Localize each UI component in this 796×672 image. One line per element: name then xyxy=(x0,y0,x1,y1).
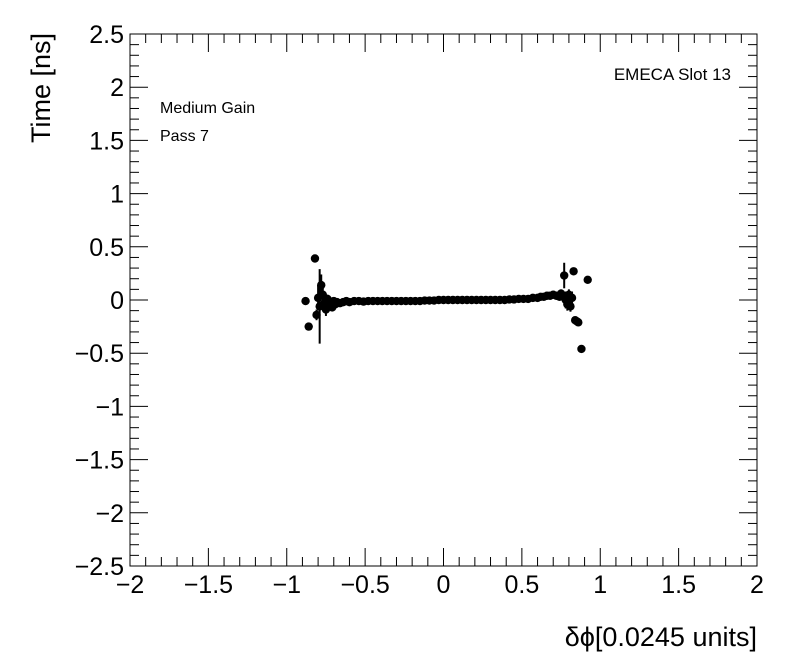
data-point xyxy=(559,262,569,289)
data-point xyxy=(577,344,586,354)
point-marker xyxy=(317,280,326,290)
point-marker xyxy=(577,344,586,354)
x-tick-labels: −2 −1.5 −1 −0.5 0 0.5 1 1.5 2 xyxy=(116,571,764,599)
x-tick-label: 0 xyxy=(437,571,451,599)
point-marker xyxy=(569,267,578,276)
pass-annotation: Pass 7 xyxy=(160,128,209,145)
x-axis-title: δϕ[0.0245 units] xyxy=(565,622,757,652)
data-point xyxy=(574,318,583,327)
y-tick-label: −1 xyxy=(95,393,124,421)
y-tick-label: 0 xyxy=(110,287,124,315)
data-point xyxy=(567,291,577,305)
x-tick-label: 2 xyxy=(750,571,764,599)
x-tick-label: −0.5 xyxy=(340,571,389,599)
x-tick-label: −1.5 xyxy=(184,571,233,599)
x-tick-label: −2 xyxy=(116,571,145,599)
point-marker xyxy=(574,318,583,327)
x-tick-label: 0.5 xyxy=(504,571,539,599)
data-point xyxy=(583,275,592,284)
data-point xyxy=(301,296,310,306)
data-point xyxy=(312,309,321,321)
x-tick-label: −1 xyxy=(272,571,301,599)
x-tick-label: 1 xyxy=(593,571,607,599)
x-tick-label: 1.5 xyxy=(661,571,696,599)
y-tick-label: 2 xyxy=(110,74,124,102)
y-tick-labels: −2.5 −2 −1.5 −1 −0.5 0 0.5 1 1.5 2 2.5 xyxy=(75,21,124,581)
y-axis-title: Time [ns] xyxy=(26,33,56,143)
point-marker xyxy=(301,296,310,306)
slot-annotation: EMECA Slot 13 xyxy=(614,65,731,84)
data-points xyxy=(301,254,592,354)
gain-annotation: Medium Gain xyxy=(160,100,255,117)
point-marker xyxy=(559,271,569,280)
y-tick-label: −0.5 xyxy=(75,340,124,368)
y-tick-label: −2 xyxy=(95,500,124,528)
point-marker xyxy=(304,322,313,331)
axis-ticks xyxy=(129,33,758,567)
y-tick-label: 1 xyxy=(110,181,124,209)
data-point xyxy=(304,322,313,331)
data-point xyxy=(310,254,320,263)
y-tick-label: 2.5 xyxy=(89,21,124,49)
point-marker xyxy=(567,293,577,303)
y-tick-label: −2.5 xyxy=(75,553,124,581)
plot-frame xyxy=(129,33,758,567)
y-tick-label: 0.5 xyxy=(89,234,124,262)
data-point xyxy=(569,267,578,276)
data-point xyxy=(566,301,575,312)
y-tick-label: 1.5 xyxy=(89,127,124,155)
point-marker xyxy=(312,310,321,320)
point-marker xyxy=(566,302,575,311)
y-tick-label: −1.5 xyxy=(75,447,124,475)
point-marker xyxy=(583,275,592,284)
point-marker xyxy=(310,254,320,263)
